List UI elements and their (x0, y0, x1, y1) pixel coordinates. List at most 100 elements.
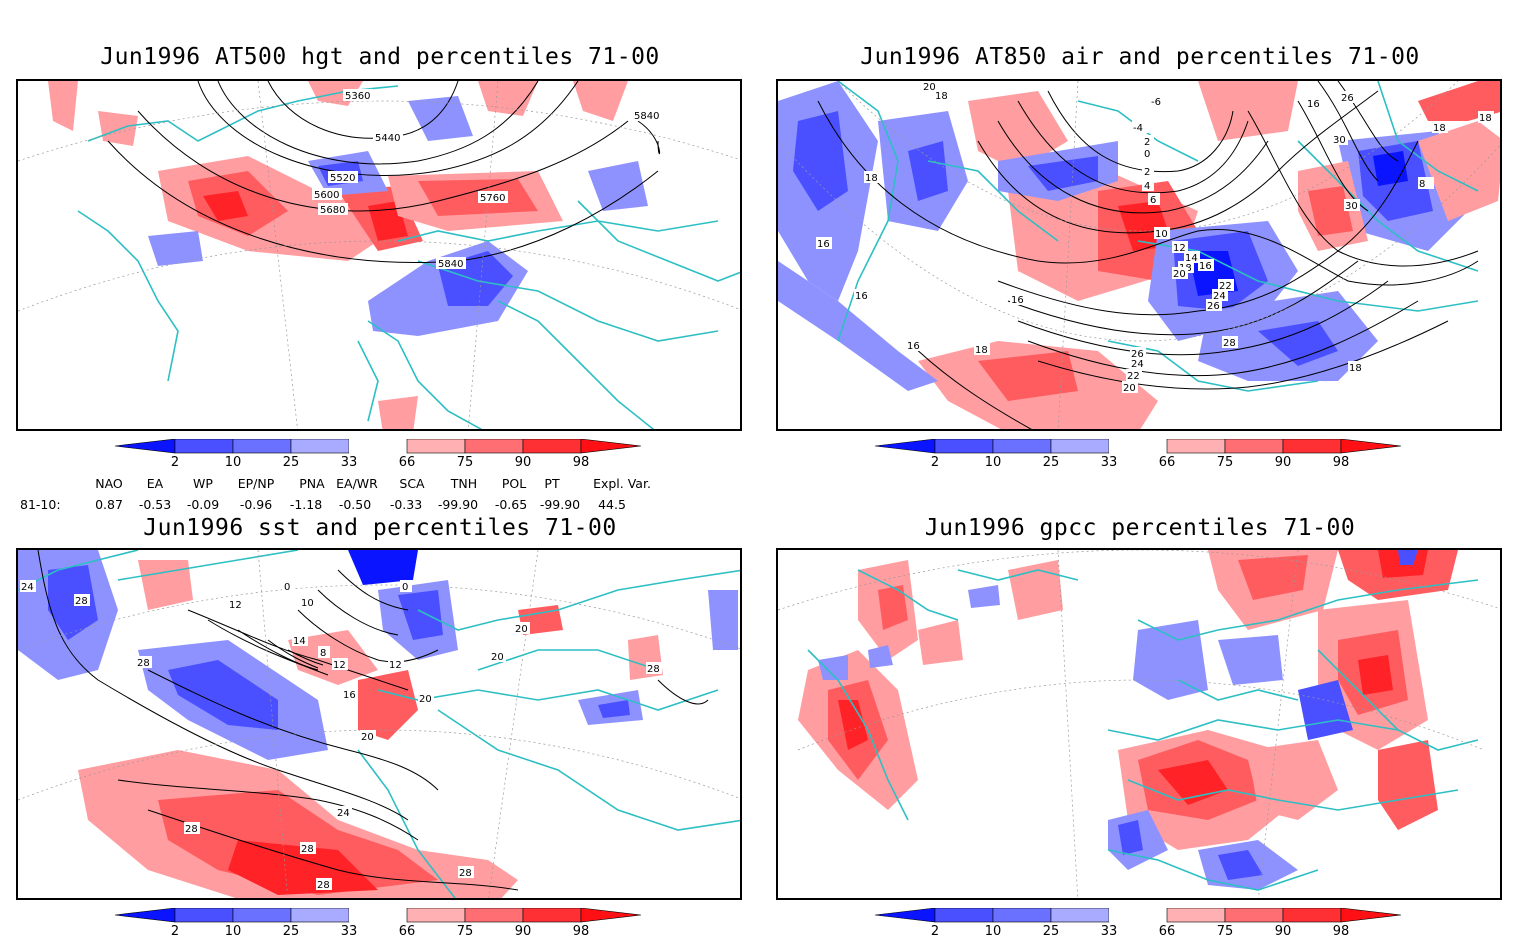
contour-label: 12 (389, 660, 402, 671)
contour-label: 16 (855, 291, 868, 302)
colorbar-tick: 2 (170, 455, 180, 470)
contour-label: 20 (923, 82, 936, 93)
contour-label: 18 (865, 173, 878, 184)
map-panel-sst: 24 28 28 12 0 0 10 14 8 12 12 16 20 20 2… (16, 548, 742, 900)
contour-label: 28 (185, 824, 198, 835)
colorbar-tick: 98 (572, 924, 590, 939)
colorbar-tick: 90 (1274, 455, 1292, 470)
colorbar-tick: 25 (1042, 455, 1060, 470)
contour-label: 28 (75, 596, 88, 607)
contour-label: 30 (1345, 201, 1358, 212)
contour-label: 28 (301, 844, 314, 855)
index-header: POL (501, 476, 527, 491)
colorbar-sst: 2 10 25 33 66 75 90 98 (115, 908, 655, 948)
contour-label: 30 (1333, 135, 1346, 146)
colorbar-tick: 25 (1042, 924, 1060, 939)
contour-label: 12 (333, 660, 346, 671)
index-header: EA/WR (336, 476, 378, 491)
contour-label: 12 (229, 600, 242, 611)
panel-title-gpcc: Jun1996 gpcc percentiles 71-00 (924, 515, 1356, 541)
contour-label: 5520 (330, 173, 355, 184)
index-header: PNA (299, 476, 325, 491)
contour-label: 24 (337, 808, 350, 819)
colorbar-tick: 75 (456, 924, 474, 939)
index-value: 0.87 (95, 497, 123, 512)
contour-label: 5840 (438, 259, 463, 270)
contour-label: 20 (419, 694, 432, 705)
colorbar-air850: 2 10 25 33 66 75 90 98 (875, 439, 1415, 479)
index-value: 44.5 (598, 497, 626, 512)
contour-label: 0 (284, 582, 290, 593)
colorbar-tick: 66 (1158, 455, 1176, 470)
contour-label: 14 (1185, 253, 1198, 264)
colorbar-tick: 75 (1216, 455, 1234, 470)
index-value: -99.90 (437, 497, 479, 512)
index-value: -0.96 (239, 497, 273, 512)
colorbar-tick: 2 (170, 924, 180, 939)
contour-label: 22 (1127, 371, 1140, 382)
colorbar-tick: 90 (514, 924, 532, 939)
contour-label: 18 (1433, 123, 1446, 134)
contour-label: 28 (459, 868, 472, 879)
contour-label: 0 (1144, 149, 1150, 160)
contour-label: 22 (1219, 281, 1232, 292)
contour-label: 26 (1207, 301, 1220, 312)
contour-label: 28 (137, 658, 150, 669)
index-value: -0.65 (494, 497, 528, 512)
contour-label: 14 (293, 636, 306, 647)
colorbar-tick: 66 (1158, 924, 1176, 939)
contour-label: 28 (317, 880, 330, 891)
map-panel-air850: 20 18 -6 -4 2 0 2 4 6 8 10 12 14 16 18 2… (776, 79, 1502, 431)
panel-title-air850: Jun1996 AT850 air and percentiles 71-00 (860, 44, 1420, 70)
colorbar-hgt500: 2 10 25 33 66 75 90 98 (115, 439, 655, 479)
contour-label: 16 (1199, 261, 1212, 272)
colorbar-swatches (115, 908, 642, 923)
colorbar-tick: 90 (1274, 924, 1292, 939)
contour-label: 4 (1144, 181, 1150, 192)
colorbar-tick: 98 (1332, 924, 1350, 939)
contour-label: 16 (817, 239, 830, 250)
contour-label: 20 (1173, 269, 1186, 280)
index-header: NAO (95, 476, 123, 491)
index-header: SCA (399, 476, 425, 491)
index-header: Expl. Var. (593, 476, 651, 491)
contour-label: 8 (1419, 179, 1425, 190)
colorbar-tick: 10 (984, 455, 1002, 470)
panel-title-hgt500: Jun1996 AT500 hgt and percentiles 71-00 (100, 44, 660, 70)
index-value-row: 81-10: 0.87 -0.53 -0.09 -0.96 -1.18 -0.5… (0, 497, 700, 513)
colorbar-tick: 90 (514, 455, 532, 470)
contour-label: 20 (361, 732, 374, 743)
colorbar-tick: 98 (572, 455, 590, 470)
contour-label: 20 (515, 624, 528, 635)
panel-title-sst: Jun1996 sst and percentiles 71-00 (143, 515, 617, 541)
contour-label: 8 (320, 648, 326, 659)
contour-label: 20 (1123, 383, 1136, 394)
index-header: EP/NP (237, 476, 275, 491)
index-value: -99.90 (539, 497, 581, 512)
index-value: -0.50 (338, 497, 372, 512)
contour-label: 26 (1341, 93, 1354, 104)
colorbar-tick: 98 (1332, 455, 1350, 470)
contour-label: 12 (1173, 243, 1186, 254)
contour-label: 10 (1155, 229, 1168, 240)
index-value: -0.09 (186, 497, 220, 512)
contour-label: 5840 (634, 111, 659, 122)
colorbar-tick: 10 (984, 924, 1002, 939)
map-sst: 24 28 28 12 0 0 10 14 8 12 12 16 20 20 2… (18, 550, 740, 898)
contour-label: 6 (1150, 195, 1156, 206)
contour-label: 5680 (320, 205, 345, 216)
colorbar-tick: 33 (340, 455, 358, 470)
map-panel-gpcc (776, 548, 1502, 900)
contour-label: 5600 (314, 190, 339, 201)
contour-label: 16 (907, 341, 920, 352)
contour-label: 18 (935, 91, 948, 102)
contour-label: 16 (1011, 295, 1024, 306)
colorbar-tick: 33 (1100, 455, 1118, 470)
contour-label: 24 (21, 582, 34, 593)
index-header-row: NAO EA WP EP/NP PNA EA/WR SCA TNH POL PT… (0, 476, 700, 492)
index-value: -0.33 (389, 497, 423, 512)
colorbar-swatches (875, 908, 1402, 923)
contour-label: 18 (1349, 363, 1362, 374)
map-air850: 20 18 -6 -4 2 0 2 4 6 8 10 12 14 16 18 2… (778, 81, 1500, 429)
contour-label: 5760 (480, 193, 505, 204)
